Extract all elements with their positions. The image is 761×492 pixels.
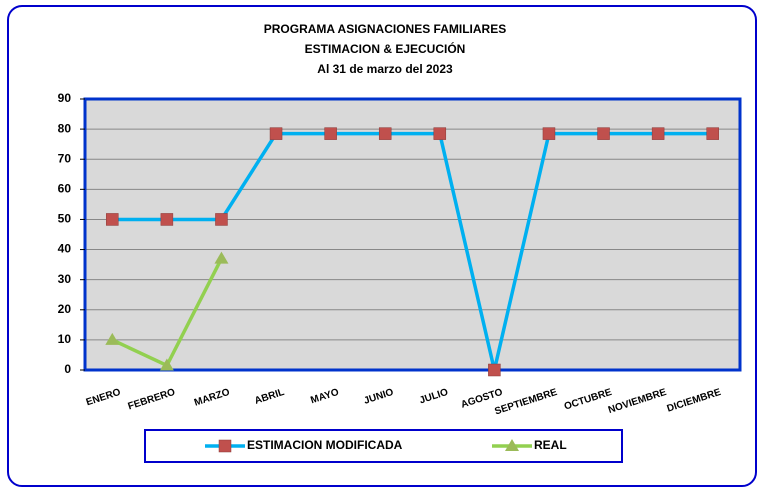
y-tick-label: 80 — [58, 121, 72, 135]
y-tick-label: 70 — [58, 151, 72, 165]
plot-area — [85, 99, 740, 370]
data-point — [433, 127, 447, 140]
y-tick-label: 90 — [58, 91, 72, 105]
data-point — [597, 127, 610, 140]
data-point — [214, 251, 229, 264]
legend-label: ESTIMACION MODIFICADA — [247, 438, 403, 452]
data-point — [160, 213, 174, 226]
data-point — [159, 358, 174, 371]
y-tick-label: 30 — [58, 272, 72, 286]
data-point — [215, 213, 228, 226]
data-point — [378, 127, 392, 140]
y-tick-label: 60 — [58, 182, 72, 196]
data-point — [105, 332, 120, 345]
data-point — [488, 363, 501, 377]
y-tick-label: 40 — [58, 242, 72, 256]
data-point — [324, 127, 337, 140]
legend-marker — [218, 439, 232, 453]
plot-border — [83, 97, 742, 372]
y-tick-label: 0 — [64, 362, 71, 376]
data-point — [706, 127, 719, 140]
chart-title: PROGRAMA ASIGNACIONES FAMILIARES — [264, 22, 506, 36]
chart-title: ESTIMACION & EJECUCIÓN — [305, 41, 466, 56]
y-tick-label: 10 — [58, 332, 72, 346]
data-point — [106, 213, 119, 226]
series-line — [112, 131, 713, 371]
y-tick-label: 50 — [58, 212, 72, 226]
data-point — [269, 127, 283, 140]
legend-label: REAL — [534, 438, 567, 452]
data-point — [542, 127, 556, 140]
y-tick-label: 20 — [58, 302, 72, 316]
data-point — [651, 127, 665, 140]
chart-title: Al 31 de marzo del 2023 — [317, 62, 453, 76]
legend-marker — [505, 439, 519, 451]
